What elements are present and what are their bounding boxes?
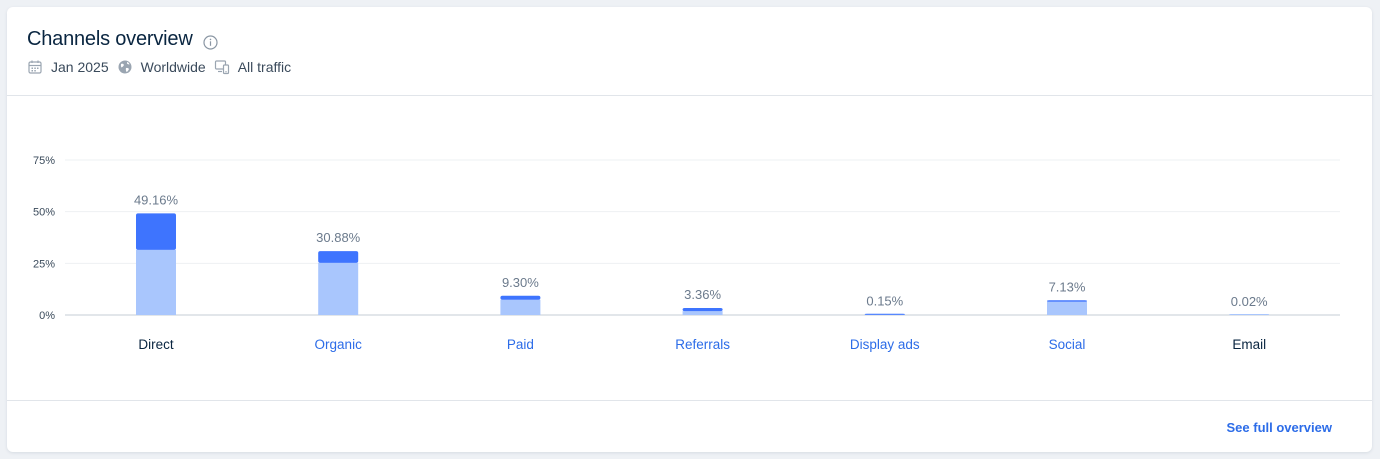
bar-segment[interactable] [864, 313, 905, 315]
traffic-filter: All traffic [214, 59, 291, 75]
category-label: Email [1232, 337, 1266, 352]
data-label: 9.30% [502, 275, 539, 290]
traffic-label: All traffic [237, 59, 292, 75]
region-filter: Worldwide [117, 59, 206, 75]
bar-segment[interactable] [1047, 301, 1087, 315]
info-icon[interactable] [203, 35, 218, 50]
bar-segment[interactable] [1229, 314, 1270, 315]
card-title: Channels overview [27, 28, 193, 50]
data-label: 30.88% [316, 230, 361, 245]
bar-segment[interactable] [136, 213, 176, 250]
channels-overview-card: Channels overview Jan 2025 [7, 7, 1372, 452]
card-header: Channels overview Jan 2025 [7, 7, 1372, 96]
date-label: Jan 2025 [51, 59, 109, 75]
bar-segment[interactable] [682, 311, 723, 315]
data-label: 0.02% [1231, 294, 1268, 309]
calendar-icon [28, 60, 42, 74]
y-tick-label: 75% [33, 155, 55, 167]
data-label: 49.16% [134, 192, 179, 207]
bar-segment[interactable] [136, 249, 176, 315]
category-label[interactable]: Paid [507, 337, 534, 352]
category-label[interactable]: Organic [315, 337, 363, 352]
data-label: 0.15% [866, 294, 903, 309]
globe-icon [118, 60, 132, 74]
category-label: Direct [138, 337, 174, 352]
data-label: 3.36% [684, 287, 721, 302]
bar-segment[interactable] [500, 299, 541, 315]
region-label: Worldwide [140, 59, 206, 75]
category-label[interactable]: Display ads [850, 337, 920, 352]
category-label[interactable]: Referrals [675, 337, 730, 352]
y-tick-label: 25% [33, 258, 55, 270]
filter-meta: Jan 2025 Worldwide All traffic [27, 59, 299, 75]
data-label: 7.13% [1049, 279, 1086, 294]
bar-segment[interactable] [318, 251, 359, 263]
channels-bar-chart: 0% 25% 50% 75% 49.16% Direct 30.88% Organic 9.30… [33, 155, 1340, 352]
card-footer: See full overview [7, 400, 1372, 452]
channels-chart: 0% 25% 50% 75% 49.16% Direct 30.88% Organic 9.30… [7, 97, 1372, 400]
y-tick-label: 50% [33, 207, 55, 219]
category-label[interactable]: Social [1049, 337, 1086, 352]
bar-segment[interactable] [318, 262, 359, 315]
date-filter: Jan 2025 [27, 59, 109, 75]
see-full-overview-link[interactable]: See full overview [1226, 420, 1333, 435]
devices-icon [214, 60, 229, 75]
bar-segment[interactable] [1047, 300, 1087, 302]
y-tick-label: 0% [39, 310, 55, 322]
bar-segment[interactable] [682, 308, 723, 312]
bar-segment[interactable] [500, 295, 541, 300]
